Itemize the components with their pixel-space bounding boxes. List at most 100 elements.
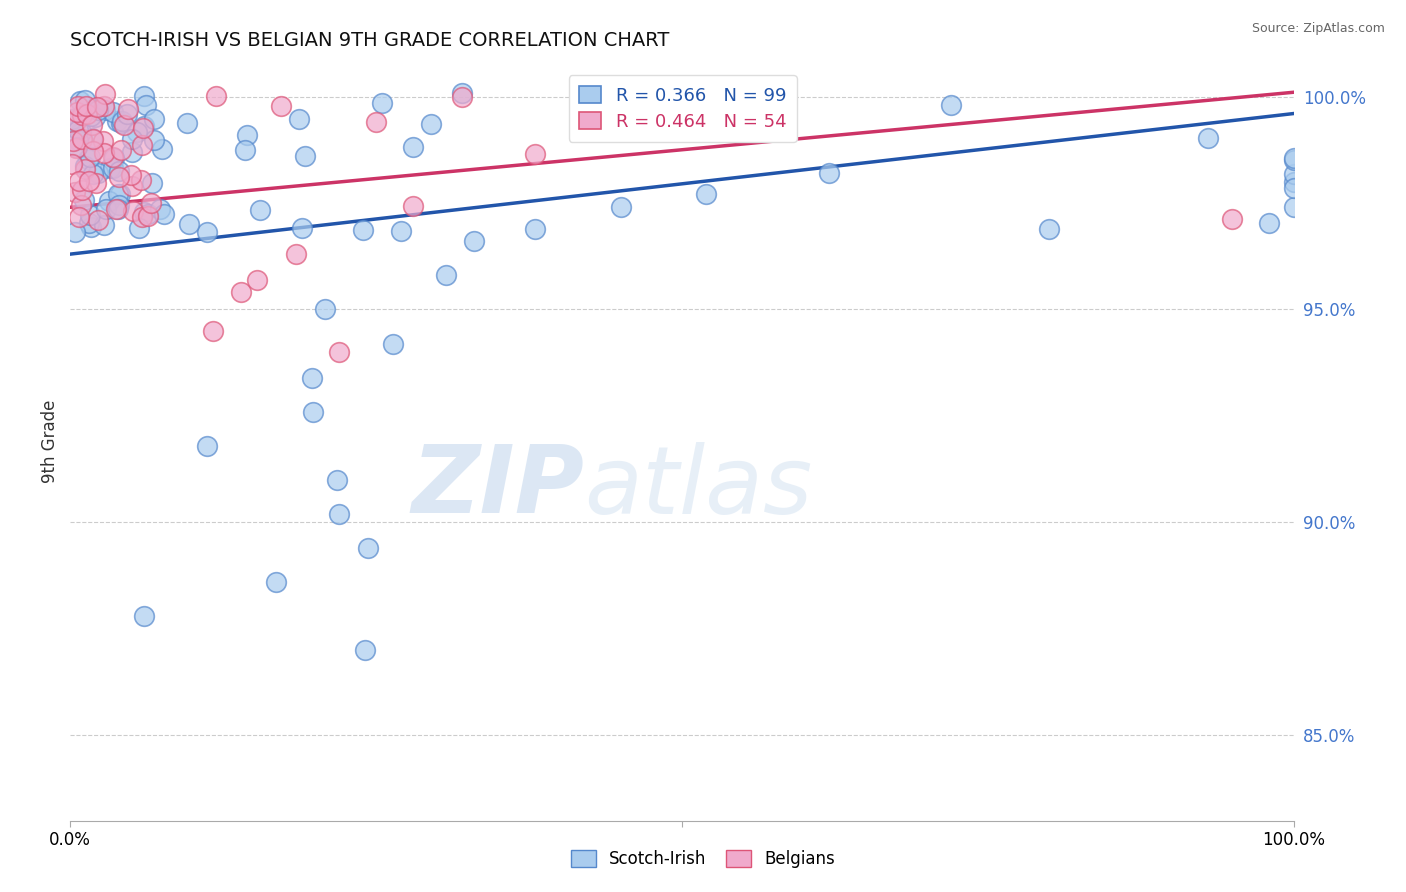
Point xyxy=(132,120,155,135)
Point xyxy=(65,140,87,154)
Point xyxy=(73,194,96,208)
Point xyxy=(287,112,309,127)
Point xyxy=(93,218,115,232)
Point xyxy=(107,187,129,202)
Point xyxy=(101,105,124,120)
Point xyxy=(266,575,288,590)
Point xyxy=(108,163,131,178)
Point xyxy=(326,473,349,487)
Point xyxy=(83,101,105,115)
Point xyxy=(60,112,83,126)
Point xyxy=(82,144,104,158)
Point xyxy=(1282,200,1305,214)
Point xyxy=(80,109,103,123)
Point xyxy=(66,133,89,147)
Point xyxy=(366,114,388,128)
Legend: Scotch-Irish, Belgians: Scotch-Irish, Belgians xyxy=(564,843,842,875)
Point xyxy=(143,133,166,147)
Point xyxy=(69,125,91,139)
Text: Source: ZipAtlas.com: Source: ZipAtlas.com xyxy=(1251,22,1385,36)
Point xyxy=(817,166,839,180)
Point xyxy=(354,643,377,657)
Point xyxy=(62,117,84,131)
Point xyxy=(117,107,139,121)
Point xyxy=(82,118,104,132)
Point xyxy=(83,111,105,125)
Point xyxy=(67,174,90,188)
Point xyxy=(93,99,115,113)
Point xyxy=(131,210,153,224)
Point xyxy=(371,95,394,110)
Point xyxy=(77,174,100,188)
Point xyxy=(112,118,135,132)
Point xyxy=(87,166,110,180)
Point xyxy=(132,205,155,219)
Point xyxy=(1258,216,1281,230)
Point xyxy=(76,107,98,121)
Point xyxy=(67,211,90,225)
Point xyxy=(66,140,89,154)
Point xyxy=(66,105,89,120)
Point xyxy=(291,220,314,235)
Point xyxy=(195,225,218,239)
Point xyxy=(141,176,163,190)
Point xyxy=(70,198,93,212)
Point xyxy=(125,125,148,139)
Point xyxy=(63,186,86,200)
Point xyxy=(450,90,472,104)
Point xyxy=(381,336,404,351)
Point xyxy=(108,186,131,201)
Point xyxy=(111,113,134,128)
Point xyxy=(98,194,121,209)
Point xyxy=(79,150,101,164)
Point xyxy=(67,99,90,113)
Point xyxy=(524,222,547,236)
Point xyxy=(270,98,292,112)
Point xyxy=(77,216,100,230)
Point xyxy=(143,112,166,127)
Point xyxy=(249,202,271,217)
Text: atlas: atlas xyxy=(583,442,813,533)
Point xyxy=(70,132,93,146)
Point xyxy=(135,98,157,112)
Point xyxy=(105,114,128,128)
Point xyxy=(284,247,307,261)
Point xyxy=(80,220,103,235)
Point xyxy=(128,221,150,235)
Point xyxy=(152,207,174,221)
Point xyxy=(420,117,443,131)
Point xyxy=(294,148,316,162)
Point xyxy=(389,224,412,238)
Point xyxy=(108,169,131,184)
Point xyxy=(328,507,350,521)
Point xyxy=(328,345,350,359)
Text: ZIP: ZIP xyxy=(411,441,583,533)
Point xyxy=(450,87,472,101)
Point xyxy=(86,100,108,114)
Point xyxy=(96,202,118,216)
Point xyxy=(939,97,962,112)
Point xyxy=(63,225,86,239)
Point xyxy=(73,159,96,173)
Point xyxy=(73,94,96,108)
Point xyxy=(121,145,143,159)
Point xyxy=(1282,181,1305,195)
Point xyxy=(121,169,143,183)
Point xyxy=(177,217,200,231)
Point xyxy=(1038,221,1060,235)
Point xyxy=(695,186,717,201)
Point xyxy=(121,132,143,146)
Point xyxy=(75,99,97,113)
Point xyxy=(236,128,259,142)
Point xyxy=(402,140,425,154)
Point xyxy=(103,149,125,163)
Point xyxy=(150,141,173,155)
Point xyxy=(246,273,269,287)
Point xyxy=(352,222,374,236)
Point xyxy=(94,87,117,102)
Point xyxy=(139,196,162,211)
Point xyxy=(80,131,103,145)
Point xyxy=(131,138,153,153)
Point xyxy=(77,153,100,167)
Point xyxy=(87,103,110,117)
